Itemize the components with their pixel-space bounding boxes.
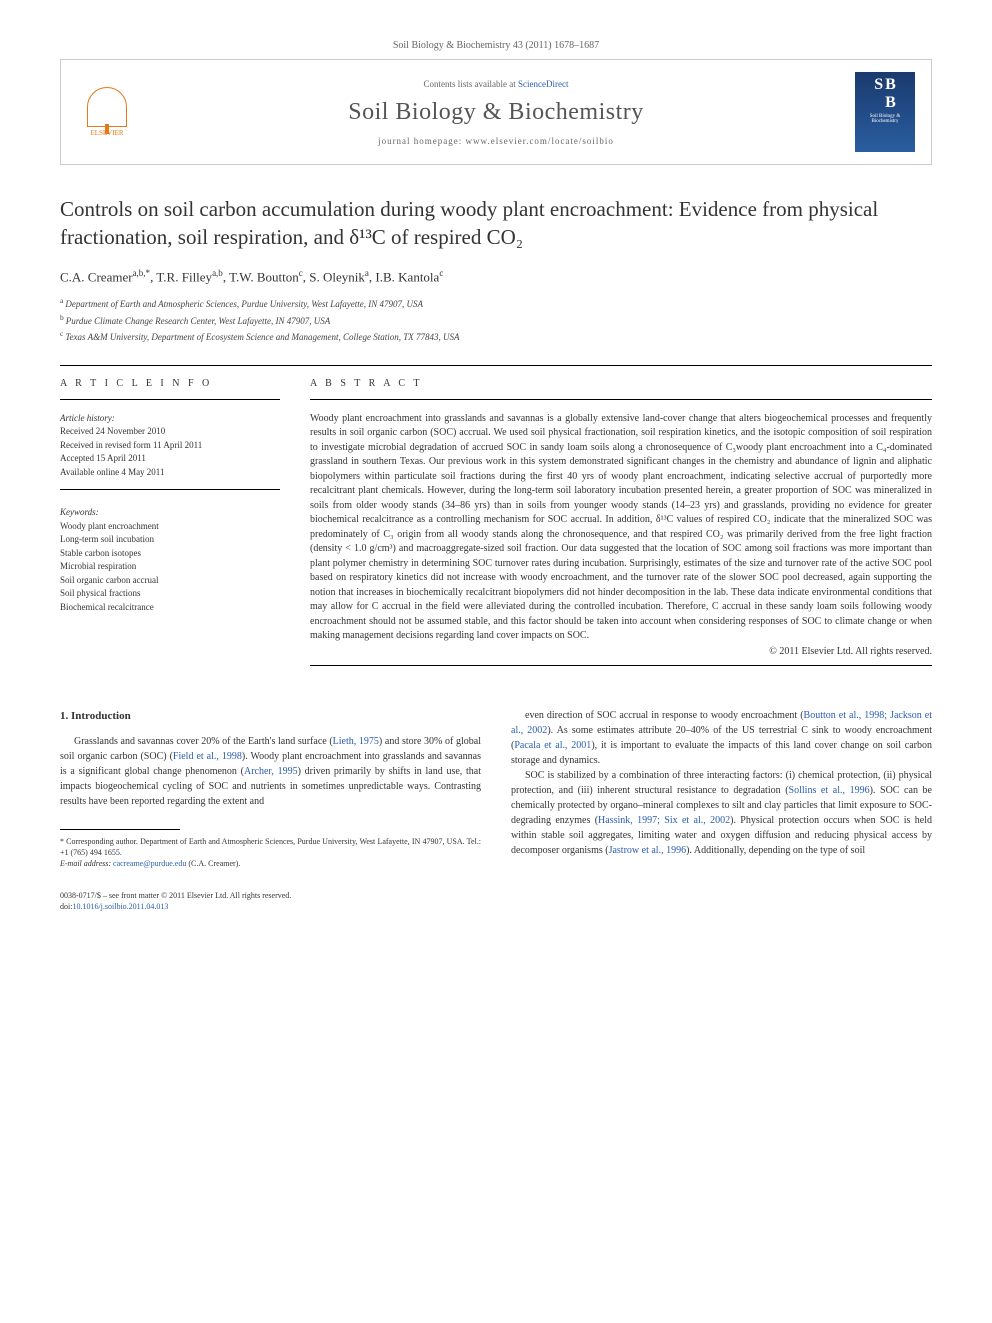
cover-letters: S B B: [874, 76, 896, 112]
corresponding-footnote: * Corresponding author. Department of Ea…: [60, 836, 481, 870]
text-fragment: ). Additionally, depending on the type o…: [686, 845, 865, 856]
contents-prefix: Contents lists available at: [424, 79, 518, 89]
keyword-6: Biochemical recalcitrance: [60, 601, 280, 615]
front-matter-line: 0038-0717/$ – see front matter © 2011 El…: [60, 890, 932, 901]
text-fragment: Grasslands and savannas cover 20% of the…: [74, 736, 333, 747]
text-fragment: even direction of SOC accrual in respons…: [525, 710, 804, 721]
cover-letter-s: S: [874, 76, 883, 112]
cover-letter-b1: B: [885, 76, 896, 94]
email-label: E-mail address:: [60, 859, 113, 868]
history-revised: Received in revised form 11 April 2011: [60, 439, 280, 453]
journal-header-box: ELSEVIER Contents lists available at Sci…: [60, 59, 932, 165]
citation-hassink-six[interactable]: Hassink, 1997; Six et al., 2002: [598, 815, 730, 826]
affiliation-a: Department of Earth and Atmospheric Scie…: [65, 299, 423, 309]
journal-center-block: Contents lists available at ScienceDirec…: [137, 79, 855, 146]
citation-field-1998[interactable]: Field et al., 1998: [173, 751, 242, 762]
author-1-aff: a,b,*: [133, 268, 151, 278]
rule-above-info: [60, 365, 932, 366]
elsevier-tree-icon: [87, 87, 127, 127]
journal-homepage: journal homepage: www.elsevier.com/locat…: [137, 136, 855, 146]
abstract-heading: A B S T R A C T: [310, 378, 932, 389]
keyword-4: Soil organic carbon accrual: [60, 574, 280, 588]
journal-title: Soil Biology & Biochemistry: [137, 99, 855, 126]
history-accepted: Accepted 15 April 2011: [60, 452, 280, 466]
affiliation-b: Purdue Climate Change Research Center, W…: [66, 316, 330, 326]
affiliations-block: aDepartment of Earth and Atmospheric Sci…: [60, 295, 932, 345]
intro-para-1-left: Grasslands and savannas cover 20% of the…: [60, 734, 481, 809]
citation-sollins-1996[interactable]: Sollins et al., 1996: [789, 785, 870, 796]
journal-cover-thumbnail: S B B Soil Biology & Biochemistry: [855, 72, 915, 152]
rule-under-info-heading: [60, 399, 280, 400]
citation-lieth-1975[interactable]: Lieth, 1975: [333, 736, 379, 747]
author-4: , S. Oleynik: [303, 269, 365, 284]
doi-prefix: doi:: [60, 902, 72, 911]
corresponding-email[interactable]: cacreame@purdue.edu: [113, 859, 186, 868]
sciencedirect-link[interactable]: ScienceDirect: [518, 79, 568, 89]
keyword-0: Woody plant encroachment: [60, 520, 280, 534]
article-info-column: A R T I C L E I N F O Article history: R…: [60, 378, 280, 678]
author-1: C.A. Creamer: [60, 269, 133, 284]
keywords-block: Keywords: Woody plant encroachment Long-…: [60, 506, 280, 614]
article-history-block: Article history: Received 24 November 20…: [60, 412, 280, 491]
author-3: , T.W. Boutton: [223, 269, 299, 284]
elsevier-logo: ELSEVIER: [77, 77, 137, 147]
page-footer: 0038-0717/$ – see front matter © 2011 El…: [60, 890, 932, 912]
intro-para-2-right: SOC is stabilized by a combination of th…: [511, 768, 932, 858]
cover-letter-b2: B: [885, 94, 896, 112]
keywords-label: Keywords:: [60, 506, 280, 520]
article-info-abstract-row: A R T I C L E I N F O Article history: R…: [60, 378, 932, 678]
citation-header: Soil Biology & Biochemistry 43 (2011) 16…: [60, 40, 932, 51]
rule-under-abstract-heading: [310, 399, 932, 400]
contents-line: Contents lists available at ScienceDirec…: [137, 79, 855, 89]
history-online: Available online 4 May 2011: [60, 466, 280, 480]
author-2: , T.R. Filley: [150, 269, 212, 284]
author-5: , I.B. Kantola: [369, 269, 439, 284]
rule-under-abstract: [310, 665, 932, 666]
doi-link[interactable]: 10.1016/j.soilbio.2011.04.013: [72, 902, 168, 911]
cover-title: Soil Biology & Biochemistry: [859, 114, 911, 124]
abstract-copyright: © 2011 Elsevier Ltd. All rights reserved…: [310, 646, 932, 657]
history-label: Article history:: [60, 412, 280, 426]
author-2-aff: a,b: [212, 268, 223, 278]
abstract-column: A B S T R A C T Woody plant encroachment…: [310, 378, 932, 678]
article-info-heading: A R T I C L E I N F O: [60, 378, 280, 389]
article-title: Controls on soil carbon accumulation dur…: [60, 195, 932, 252]
keyword-2: Stable carbon isotopes: [60, 547, 280, 561]
citation-pacala-2001[interactable]: Pacala et al., 2001: [514, 740, 591, 751]
footnote-text: * Corresponding author. Department of Ea…: [60, 836, 481, 858]
introduction-heading: 1. Introduction: [60, 708, 481, 725]
body-two-column: 1. Introduction Grasslands and savannas …: [60, 708, 932, 870]
affiliation-c: Texas A&M University, Department of Ecos…: [65, 332, 459, 342]
keyword-3: Microbial respiration: [60, 560, 280, 574]
body-column-left: 1. Introduction Grasslands and savannas …: [60, 708, 481, 870]
citation-archer-1995[interactable]: Archer, 1995: [244, 766, 298, 777]
intro-para-1-right: even direction of SOC accrual in respons…: [511, 708, 932, 768]
history-received: Received 24 November 2010: [60, 425, 280, 439]
footnote-rule: [60, 829, 180, 830]
keyword-1: Long-term soil incubation: [60, 533, 280, 547]
body-column-right: even direction of SOC accrual in respons…: [511, 708, 932, 870]
email-suffix: (C.A. Creamer).: [186, 859, 240, 868]
abstract-text: Woody plant encroachment into grasslands…: [310, 412, 932, 644]
citation-jastrow-1996[interactable]: Jastrow et al., 1996: [609, 845, 687, 856]
keyword-5: Soil physical fractions: [60, 587, 280, 601]
author-5-aff: c: [439, 268, 443, 278]
author-list: C.A. Creamera,b,*, T.R. Filleya,b, T.W. …: [60, 268, 932, 285]
